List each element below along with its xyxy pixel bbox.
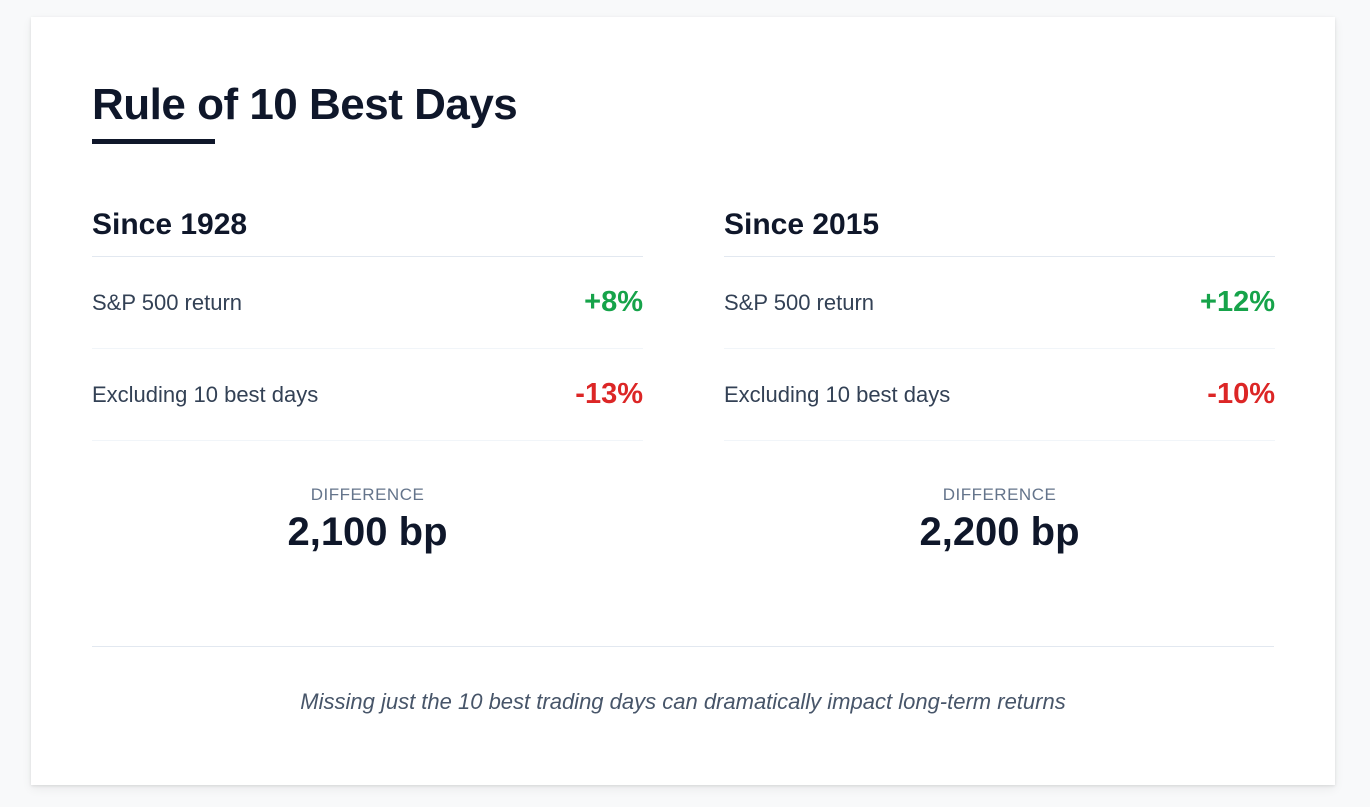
difference-block: DIFFERENCE 2,200 bp bbox=[724, 484, 1275, 556]
title-underline bbox=[92, 139, 215, 144]
excluding-best-days-row: Excluding 10 best days -13% bbox=[92, 349, 643, 441]
section-since-2015: Since 2015 S&P 500 return +12% Excluding… bbox=[724, 203, 1275, 556]
info-card: Rule of 10 Best Days Since 1928 S&P 500 … bbox=[31, 17, 1335, 785]
section-since-1928: Since 1928 S&P 500 return +8% Excluding … bbox=[92, 203, 643, 556]
excluding-best-days-label: Excluding 10 best days bbox=[724, 381, 951, 407]
section-heading: Since 1928 bbox=[92, 203, 643, 257]
sp500-return-label: S&P 500 return bbox=[92, 289, 243, 315]
sp500-return-row: S&P 500 return +8% bbox=[92, 257, 643, 349]
excluding-best-days-row: Excluding 10 best days -10% bbox=[724, 349, 1275, 441]
difference-value: 2,100 bp bbox=[287, 510, 448, 554]
excluding-best-days-value: -10% bbox=[1207, 378, 1275, 410]
sp500-return-label: S&P 500 return bbox=[724, 289, 875, 315]
footer-note: Missing just the 10 best trading days ca… bbox=[300, 689, 1066, 714]
section-heading: Since 2015 bbox=[724, 203, 1275, 257]
difference-block: DIFFERENCE 2,100 bp bbox=[92, 484, 643, 556]
sp500-return-row: S&P 500 return +12% bbox=[724, 257, 1275, 349]
difference-label: DIFFERENCE bbox=[942, 485, 1057, 504]
sp500-return-value: +12% bbox=[1200, 286, 1275, 318]
difference-value: 2,200 bp bbox=[919, 510, 1080, 554]
sp500-return-value: +8% bbox=[584, 286, 643, 318]
difference-label: DIFFERENCE bbox=[310, 485, 425, 504]
excluding-best-days-label: Excluding 10 best days bbox=[92, 381, 319, 407]
excluding-best-days-value: -13% bbox=[575, 378, 643, 410]
footer-divider bbox=[92, 646, 1274, 647]
page-title: Rule of 10 Best Days bbox=[92, 80, 518, 129]
